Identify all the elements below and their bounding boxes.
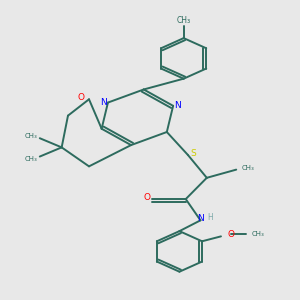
Text: CH₃: CH₃ [251,231,264,237]
Text: S: S [190,149,196,158]
Text: O: O [227,230,234,238]
Text: CH₃: CH₃ [242,165,254,171]
Text: CH₃: CH₃ [25,156,38,162]
Text: N: N [174,101,181,110]
Text: N: N [100,98,107,107]
Text: CH₃: CH₃ [177,16,191,25]
Text: O: O [143,193,150,202]
Text: H: H [207,213,213,222]
Text: O: O [78,93,85,102]
Text: N: N [197,214,204,223]
Text: CH₃: CH₃ [25,133,38,139]
